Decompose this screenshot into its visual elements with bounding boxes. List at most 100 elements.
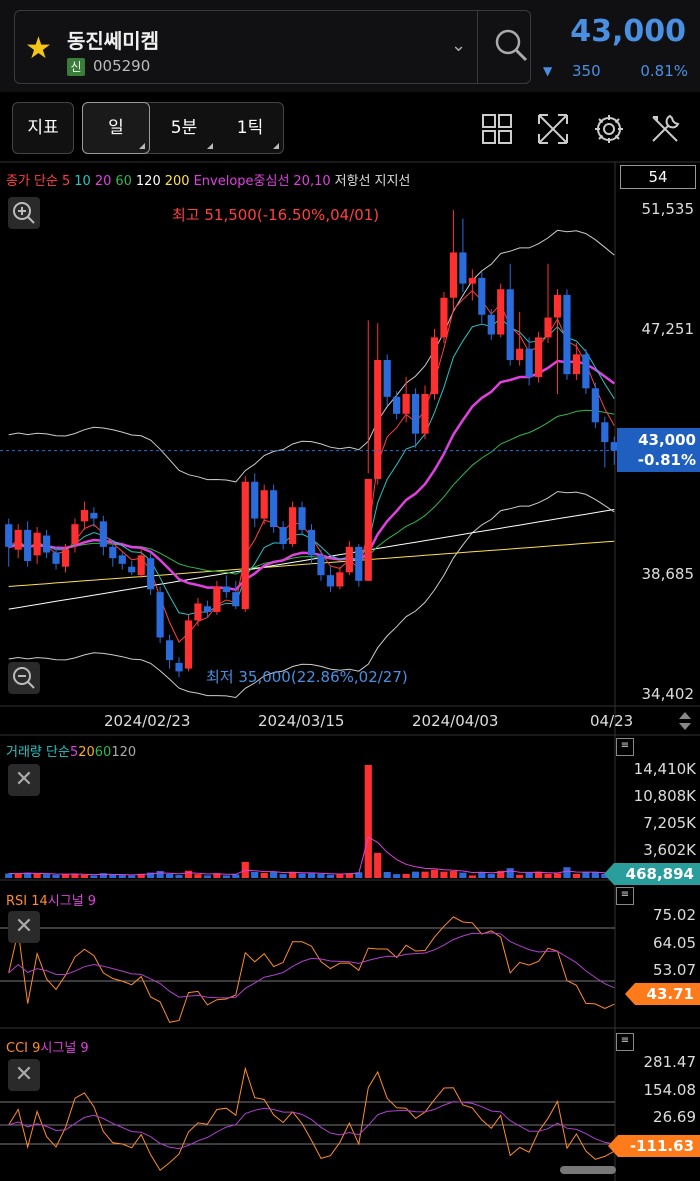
close-panel-icon[interactable]: ✕ <box>8 1059 40 1091</box>
period-1tick-button[interactable]: 1틱 <box>217 103 283 153</box>
period-day-button[interactable]: 일 <box>82 102 150 154</box>
panel-menu-icon[interactable]: ≡ <box>616 887 634 905</box>
y-label: 53.07 <box>653 961 696 979</box>
volume-bar <box>393 874 401 878</box>
candle-body <box>572 354 581 375</box>
volume-bar <box>298 873 306 878</box>
settings-gear-icon[interactable] <box>592 112 626 146</box>
y-label: 281.47 <box>643 1053 697 1071</box>
candle-body <box>478 277 486 315</box>
candle-body <box>90 512 98 519</box>
volume-bar <box>71 873 79 878</box>
main-legend: 종가 단순 5 10 20 60 120 200 Envelope중심선 20,10 저항선 지지선 <box>6 170 414 189</box>
volume-bar <box>99 873 107 878</box>
credit-badge: 신 <box>67 58 85 76</box>
indicator-button[interactable]: 지표 <box>12 102 74 154</box>
y-label: 14,410K <box>633 760 696 778</box>
candle-body <box>497 289 505 335</box>
candle-body <box>601 422 609 443</box>
volume-bar <box>307 873 316 878</box>
candle-body <box>364 478 372 581</box>
period-5min-button[interactable]: 5분 <box>151 103 217 153</box>
candle-body <box>610 442 618 451</box>
volume-bar <box>478 871 486 878</box>
volume-bar <box>232 874 240 878</box>
date-label: 04/23 <box>590 712 634 730</box>
volume-bar <box>222 875 230 878</box>
stock-name: 동진쎄미켐 <box>67 29 159 53</box>
current-price-tag-pct: -0.81% <box>637 451 696 469</box>
legend-item: CCI 9 <box>6 1041 41 1056</box>
volume-bar <box>90 875 98 878</box>
volume-bar <box>317 873 325 878</box>
legend-item: 시그널 9 <box>40 1041 89 1056</box>
candle-body <box>241 481 249 610</box>
volume-bar <box>591 872 599 878</box>
y-label: 154.08 <box>643 1081 697 1099</box>
volume-bar <box>355 872 363 878</box>
y-label: 3,602K <box>643 841 696 859</box>
close-panel-icon[interactable]: ✕ <box>8 911 40 943</box>
candle-body <box>222 586 230 593</box>
legend-item: 60 <box>115 174 132 189</box>
candle-body <box>61 549 70 567</box>
volume-bar <box>582 872 590 878</box>
legend-item: 10 <box>74 174 91 189</box>
stock-selector[interactable]: ★ 동진쎄미켐 신 005290 ⌄ <box>14 10 531 84</box>
volume-bar <box>14 873 22 878</box>
candle-body <box>345 546 353 573</box>
y-label: 38,685 <box>641 565 695 583</box>
y-label: 51,535 <box>641 200 695 218</box>
volume-bar <box>80 874 89 878</box>
candle-body <box>184 620 193 669</box>
corner-triangle-icon <box>207 143 213 149</box>
volume-bar <box>118 875 126 878</box>
tools-icon[interactable] <box>648 112 682 146</box>
date-label: 2024/02/23 <box>104 712 191 730</box>
chevron-down-icon[interactable]: ⌄ <box>451 35 467 56</box>
volume-bar <box>5 873 13 878</box>
candle-body <box>374 360 382 479</box>
divider <box>477 11 478 83</box>
candle-body <box>525 348 533 378</box>
candle-body <box>128 566 136 573</box>
fullscreen-icon[interactable] <box>536 112 570 146</box>
zoom-in-icon[interactable] <box>8 197 40 229</box>
volume-bar <box>459 872 467 878</box>
low-annotation: 최저 35,000(22.86%,02/27) <box>206 668 408 686</box>
volume-bar <box>374 852 382 878</box>
legend-item: 20,10 <box>293 174 331 189</box>
volume-bar <box>213 873 221 878</box>
layout-grid-icon[interactable] <box>480 112 514 146</box>
volume-bar <box>42 874 51 878</box>
volume-bar <box>52 874 60 878</box>
panel-menu-icon[interactable]: ≡ <box>616 738 634 756</box>
price-change: 350 <box>572 62 601 80</box>
high-annotation: 최고 51,500(-16.50%,04/01) <box>172 206 380 224</box>
volume-bar <box>411 871 420 878</box>
scroll-updown-icon[interactable] <box>676 710 694 732</box>
rsi-line <box>8 916 615 1023</box>
search-icon[interactable] <box>491 25 531 65</box>
panel-menu-icon[interactable]: ≡ <box>616 1033 634 1051</box>
volume-bar <box>128 875 136 878</box>
candle-body <box>468 277 476 284</box>
legend-item: Envelope중심선 <box>193 174 290 189</box>
volume-bar <box>440 871 448 878</box>
volume-bar <box>563 867 571 878</box>
y-label: 64.05 <box>653 934 696 952</box>
volume-bar <box>184 870 193 878</box>
candle-body <box>459 252 467 284</box>
legend-item: 거래량 단순 <box>6 745 70 760</box>
candle-body <box>42 535 51 553</box>
zoom-out-icon[interactable] <box>8 662 40 694</box>
close-panel-icon[interactable]: ✕ <box>8 764 40 796</box>
candle-body <box>430 337 439 394</box>
volume-bar <box>487 873 495 878</box>
period-selector: 일 5분 1틱 <box>82 102 284 154</box>
favorite-star-icon[interactable]: ★ <box>25 31 52 66</box>
envelope-upper-line <box>8 229 615 483</box>
visible-count-box[interactable]: 54 <box>620 165 696 189</box>
scroll-handle[interactable] <box>560 1166 616 1174</box>
